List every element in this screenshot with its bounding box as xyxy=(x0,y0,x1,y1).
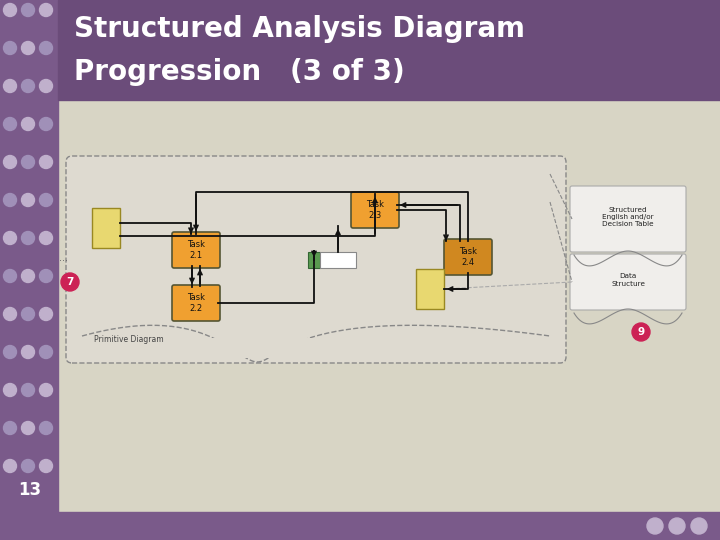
Circle shape xyxy=(22,232,35,245)
Circle shape xyxy=(22,383,35,396)
FancyBboxPatch shape xyxy=(351,192,399,228)
Circle shape xyxy=(632,323,650,341)
FancyBboxPatch shape xyxy=(570,186,686,252)
Circle shape xyxy=(40,422,53,435)
Circle shape xyxy=(22,307,35,321)
Bar xyxy=(308,252,320,268)
Circle shape xyxy=(22,346,35,359)
Circle shape xyxy=(4,156,17,168)
Text: Task
2.2: Task 2.2 xyxy=(187,293,205,313)
FancyBboxPatch shape xyxy=(172,285,220,321)
Circle shape xyxy=(4,193,17,206)
Circle shape xyxy=(40,460,53,472)
Circle shape xyxy=(22,269,35,282)
Circle shape xyxy=(40,383,53,396)
Bar xyxy=(58,100,720,512)
Circle shape xyxy=(4,42,17,55)
Bar xyxy=(0,512,720,540)
Circle shape xyxy=(61,273,79,291)
Circle shape xyxy=(4,346,17,359)
Text: ...: ... xyxy=(58,253,68,263)
Circle shape xyxy=(40,307,53,321)
Text: Task
2.4: Task 2.4 xyxy=(459,247,477,267)
Circle shape xyxy=(691,518,707,534)
Text: Structured
English and/or
Decision Table: Structured English and/or Decision Table xyxy=(602,207,654,227)
Circle shape xyxy=(40,79,53,92)
Circle shape xyxy=(22,193,35,206)
Bar xyxy=(320,252,356,268)
Circle shape xyxy=(22,460,35,472)
Circle shape xyxy=(40,118,53,131)
Bar xyxy=(416,269,444,309)
Text: 7: 7 xyxy=(66,277,73,287)
Bar xyxy=(92,208,120,248)
Circle shape xyxy=(22,79,35,92)
Circle shape xyxy=(4,118,17,131)
Circle shape xyxy=(4,383,17,396)
Circle shape xyxy=(40,346,53,359)
FancyBboxPatch shape xyxy=(570,254,686,310)
Circle shape xyxy=(647,518,663,534)
Circle shape xyxy=(22,422,35,435)
Circle shape xyxy=(40,193,53,206)
Circle shape xyxy=(40,42,53,55)
FancyBboxPatch shape xyxy=(444,239,492,275)
Text: Task
2.1: Task 2.1 xyxy=(187,240,205,260)
Circle shape xyxy=(22,156,35,168)
Circle shape xyxy=(22,42,35,55)
Circle shape xyxy=(4,269,17,282)
Circle shape xyxy=(40,156,53,168)
Bar xyxy=(0,0,58,540)
Text: Primitive Diagram: Primitive Diagram xyxy=(94,335,163,344)
Circle shape xyxy=(4,232,17,245)
Text: 9: 9 xyxy=(637,327,644,337)
FancyBboxPatch shape xyxy=(66,156,566,363)
Bar xyxy=(58,0,720,100)
Text: Progression   (3 of 3): Progression (3 of 3) xyxy=(74,58,405,86)
Circle shape xyxy=(22,118,35,131)
Circle shape xyxy=(4,307,17,321)
Text: 13: 13 xyxy=(18,481,41,499)
Circle shape xyxy=(40,3,53,17)
Circle shape xyxy=(4,422,17,435)
FancyBboxPatch shape xyxy=(172,232,220,268)
Circle shape xyxy=(22,3,35,17)
Bar xyxy=(78,338,554,358)
Text: Task
2.3: Task 2.3 xyxy=(366,200,384,220)
Circle shape xyxy=(40,232,53,245)
Text: Data
Structure: Data Structure xyxy=(611,273,645,287)
Circle shape xyxy=(40,269,53,282)
Circle shape xyxy=(4,460,17,472)
Circle shape xyxy=(4,3,17,17)
Circle shape xyxy=(4,79,17,92)
Circle shape xyxy=(669,518,685,534)
Text: Structured Analysis Diagram: Structured Analysis Diagram xyxy=(74,15,525,43)
